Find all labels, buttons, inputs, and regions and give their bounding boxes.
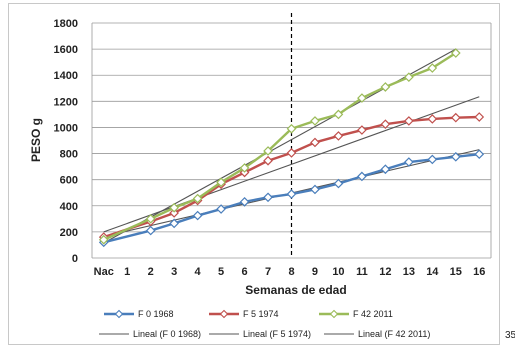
series-line <box>103 153 480 244</box>
data-point-marker <box>333 178 344 189</box>
data-point-marker <box>310 137 320 148</box>
legend-label: Lineal (F 0 1968) <box>133 329 201 339</box>
data-point-marker <box>263 192 273 203</box>
x-tick-label: 4 <box>195 266 202 278</box>
legend-label: Lineal (F 5 1974) <box>243 329 311 339</box>
data-point-marker <box>216 204 226 214</box>
x-tick-label: 6 <box>241 266 247 278</box>
data-point-marker <box>310 116 320 126</box>
x-tick-label: 10 <box>332 266 344 278</box>
data-point-marker <box>357 125 367 135</box>
data-point-marker <box>192 210 203 221</box>
legend-swatch-marker <box>329 309 339 319</box>
data-point-marker <box>263 146 273 156</box>
data-point-marker <box>333 131 344 141</box>
x-tick-label: 7 <box>265 266 271 278</box>
x-tick-label: 11 <box>356 266 368 278</box>
data-point-marker <box>450 48 461 58</box>
data-point-marker <box>333 109 344 120</box>
data-point-marker <box>216 177 226 188</box>
legend-swatch-marker <box>219 309 229 319</box>
data-point-marker <box>404 157 414 167</box>
data-point-marker <box>286 148 297 158</box>
legend-swatch-marker <box>114 309 124 319</box>
series-line <box>103 115 480 239</box>
data-point-marker <box>192 193 203 204</box>
data-point-marker <box>404 72 414 83</box>
trendline <box>103 48 457 244</box>
data-point-marker <box>310 184 320 195</box>
x-tick-label: 13 <box>403 266 415 278</box>
x-tick-label: 15 <box>450 266 462 278</box>
series-layer <box>98 48 485 248</box>
data-point-marker <box>450 112 461 123</box>
data-point-marker <box>357 93 367 103</box>
data-point-marker <box>474 149 485 160</box>
x-tick-label: Nac <box>94 266 114 278</box>
data-point-marker <box>427 63 438 73</box>
y-tick-label: 0 <box>72 253 78 265</box>
legend-label: F 42 2011 <box>353 309 393 319</box>
y-tick-label: 800 <box>60 149 78 161</box>
legend-label: F 5 1974 <box>243 309 279 319</box>
data-point-marker <box>286 123 297 134</box>
data-point-marker <box>263 155 273 166</box>
data-point-marker <box>169 202 179 213</box>
data-point-marker <box>474 112 485 122</box>
data-point-marker <box>380 82 391 92</box>
y-tick-label: 1600 <box>54 44 78 56</box>
x-tick-label: 12 <box>379 266 391 278</box>
data-point-marker <box>145 225 156 236</box>
data-point-marker <box>380 164 391 175</box>
data-point-marker <box>427 114 438 124</box>
x-tick-label: 14 <box>426 266 439 278</box>
y-tick-label: 1400 <box>54 70 78 82</box>
data-point-marker <box>239 197 250 207</box>
y-tick-label: 1000 <box>54 122 78 134</box>
page-number: 35 <box>505 330 515 341</box>
data-point-marker <box>169 208 179 218</box>
x-tick-label: 5 <box>218 266 224 278</box>
y-tick-label: 200 <box>60 227 78 239</box>
y-tick-label: 1800 <box>54 18 78 30</box>
y-tick-label: 400 <box>60 201 78 213</box>
data-point-marker <box>357 171 367 182</box>
x-tick-label: 9 <box>312 266 318 278</box>
data-point-marker <box>98 234 109 245</box>
data-point-marker <box>286 189 297 199</box>
x-tick-label: 2 <box>148 266 154 278</box>
y-axis-title: PESO g <box>29 118 43 162</box>
x-tick-labels: Nac 1 2 3 4 5 6 7 8 9 10 11 12 13 14 15 16 <box>94 266 486 278</box>
x-tick-label: 8 <box>288 266 294 278</box>
data-point-marker <box>239 163 250 173</box>
data-point-marker <box>404 116 414 126</box>
chart-frame: 0 200 400 600 800 1000 1200 1400 1600 1800 Nac 1 2 3… <box>8 3 500 345</box>
x-axis-title: Semanas de edad <box>245 283 346 297</box>
legend-label: Lineal (F 42 2011) <box>358 329 430 339</box>
x-tick-label: 3 <box>171 266 177 278</box>
y-tick-label: 1200 <box>54 96 78 108</box>
x-tick-label: 1 <box>124 266 130 278</box>
data-point-marker <box>380 119 391 130</box>
legend-label: F 0 1968 <box>138 309 174 319</box>
data-point-marker <box>169 218 179 229</box>
y-tick-labels: 0 200 400 600 800 1000 1200 1400 1600 1800 <box>54 18 78 265</box>
x-tick-label: 16 <box>473 266 485 278</box>
legend: F 0 1968 F 5 1974 F 42 2011 Lineal (F 0 196… <box>99 309 430 339</box>
data-point-marker <box>450 151 461 162</box>
data-point-marker <box>427 154 438 165</box>
y-tick-label: 600 <box>60 175 78 187</box>
data-point-marker <box>145 213 156 224</box>
